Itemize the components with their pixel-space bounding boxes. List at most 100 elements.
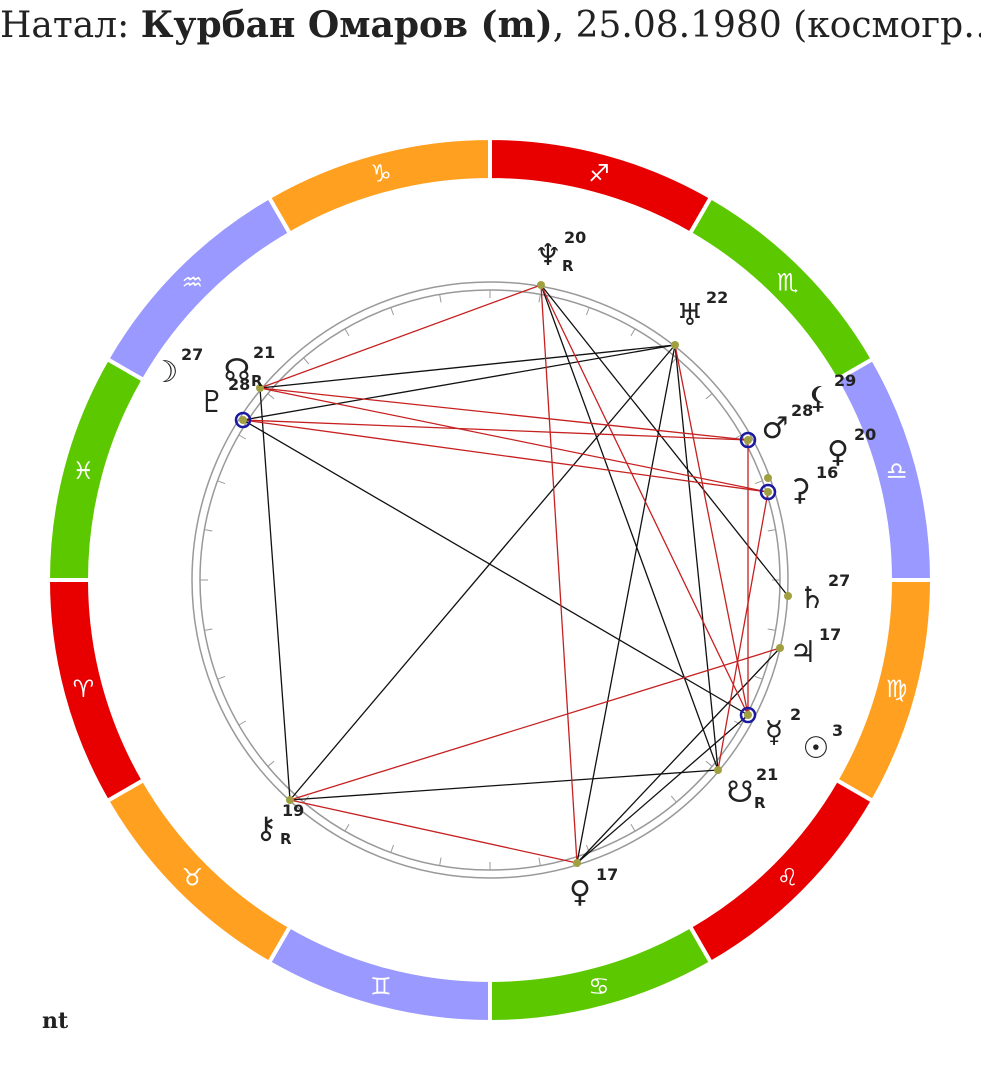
sign-segment <box>266 135 492 237</box>
degree-tick <box>733 720 742 726</box>
planet-glyph: ☊ <box>224 353 251 388</box>
sign-segment <box>45 356 147 582</box>
planet-glyph: ♇ <box>199 385 226 420</box>
degree-tick <box>630 328 636 337</box>
planet-degree: 27 <box>828 571 850 590</box>
header: Натал: Курбан Омаров (m), 25.08.1980 (ко… <box>0 4 981 46</box>
aspect-line <box>289 799 578 864</box>
planet-glyph: ⚸ <box>807 381 829 416</box>
planet-degree: 20 <box>854 425 876 444</box>
degree-tick <box>390 844 395 853</box>
planet-label: ♀ <box>569 875 591 910</box>
planet-degree: 20 <box>564 228 586 247</box>
planet-label: ♃ <box>790 635 817 670</box>
planet-glyph: ⚷ <box>255 811 277 846</box>
planet-glyph: ♄ <box>799 581 826 616</box>
aspect-line <box>717 491 769 771</box>
suffix: , 25.08.1980 (космогр… <box>552 5 981 46</box>
planet-glyph: ☽ <box>152 355 179 390</box>
point-dot <box>537 281 545 289</box>
point-dot <box>744 436 752 444</box>
sign-glyph: ♓ <box>73 457 95 485</box>
planet-glyph: ♅ <box>677 298 704 333</box>
aspect-line <box>259 344 676 389</box>
point-marker <box>234 411 252 429</box>
degree-tick <box>439 294 442 303</box>
aspect-line <box>576 714 749 864</box>
degree-tick <box>705 393 713 400</box>
planet-label: ♅ <box>677 298 704 333</box>
planet-label: ♇ <box>199 385 226 420</box>
planet-glyph: ♂ <box>762 411 789 446</box>
planet-glyph: ☋ <box>727 775 754 810</box>
planet-label: ♆ <box>535 238 562 273</box>
planet-degree: 21 <box>756 765 778 784</box>
planet-label: ⚳ <box>789 473 811 508</box>
outer-circle <box>191 281 789 879</box>
planet-label: ☽ <box>152 355 179 390</box>
aspect-line <box>242 419 749 441</box>
planet-degree: 28 <box>791 401 813 420</box>
aspect-line <box>576 344 676 864</box>
footer: nt <box>42 1008 69 1034</box>
retrograde: R <box>754 794 766 812</box>
degree-tick <box>238 720 247 726</box>
aspect-line <box>576 647 781 864</box>
planet-degree: 17 <box>819 625 841 644</box>
aspect-line <box>259 387 291 801</box>
planet-label: ☿ <box>765 715 783 750</box>
planet-degree: 21 <box>253 343 275 362</box>
planet-glyph: ♃ <box>790 635 817 670</box>
degree-tick <box>344 328 350 337</box>
degree-tick <box>538 857 541 866</box>
point-dot <box>256 384 264 392</box>
planet-degree: 29 <box>834 371 856 390</box>
planet-degree: 2 <box>790 705 801 724</box>
planet-glyph: ⚳ <box>789 473 811 508</box>
aspect-line <box>674 344 749 716</box>
point-dot <box>744 711 752 719</box>
sign-glyph: ♑ <box>370 159 392 187</box>
retrograde: R <box>251 372 263 390</box>
aspect-line <box>242 344 676 421</box>
aspect-line <box>259 284 542 389</box>
retrograde: R <box>280 830 292 848</box>
aspect-line <box>259 387 749 441</box>
degree-tick <box>705 760 713 767</box>
sign-glyph: ♌ <box>777 864 799 892</box>
degree-tick <box>217 675 226 680</box>
sign-glyph: ♋ <box>588 973 610 1001</box>
degree-tick <box>204 628 213 631</box>
degree-tick <box>303 357 310 365</box>
degree-tick <box>585 307 590 316</box>
sign-glyph: ♎ <box>886 457 908 485</box>
planet-label: ⚷ <box>255 811 277 846</box>
planet-label: ♂ <box>762 411 789 446</box>
planet-glyph: ☿ <box>765 715 783 750</box>
planet-glyph: ☉ <box>803 731 830 766</box>
aspect-line <box>289 647 781 801</box>
aspect-line <box>540 284 789 597</box>
prefix: Натал: <box>0 5 141 46</box>
degree-tick <box>217 480 226 485</box>
degree-tick <box>767 529 776 532</box>
sign-segment <box>833 356 935 582</box>
aspect-line <box>259 387 769 493</box>
point-dot <box>784 592 792 600</box>
degree-tick <box>538 294 541 303</box>
point-marker <box>739 706 757 724</box>
sign-glyph: ♒ <box>182 268 204 296</box>
degree-tick <box>767 628 776 631</box>
aspect-line <box>289 769 719 801</box>
planet-label: ☋ <box>727 775 754 810</box>
degree-tick <box>344 823 350 832</box>
degree-tick <box>204 529 213 532</box>
aspect-line <box>289 344 676 801</box>
degree-tick <box>267 760 275 767</box>
sign-glyph: ♊ <box>370 973 392 1001</box>
planet-degree: 27 <box>181 345 203 364</box>
point-dot <box>239 416 247 424</box>
aspect-line <box>242 419 769 493</box>
aspect-line <box>674 344 719 771</box>
